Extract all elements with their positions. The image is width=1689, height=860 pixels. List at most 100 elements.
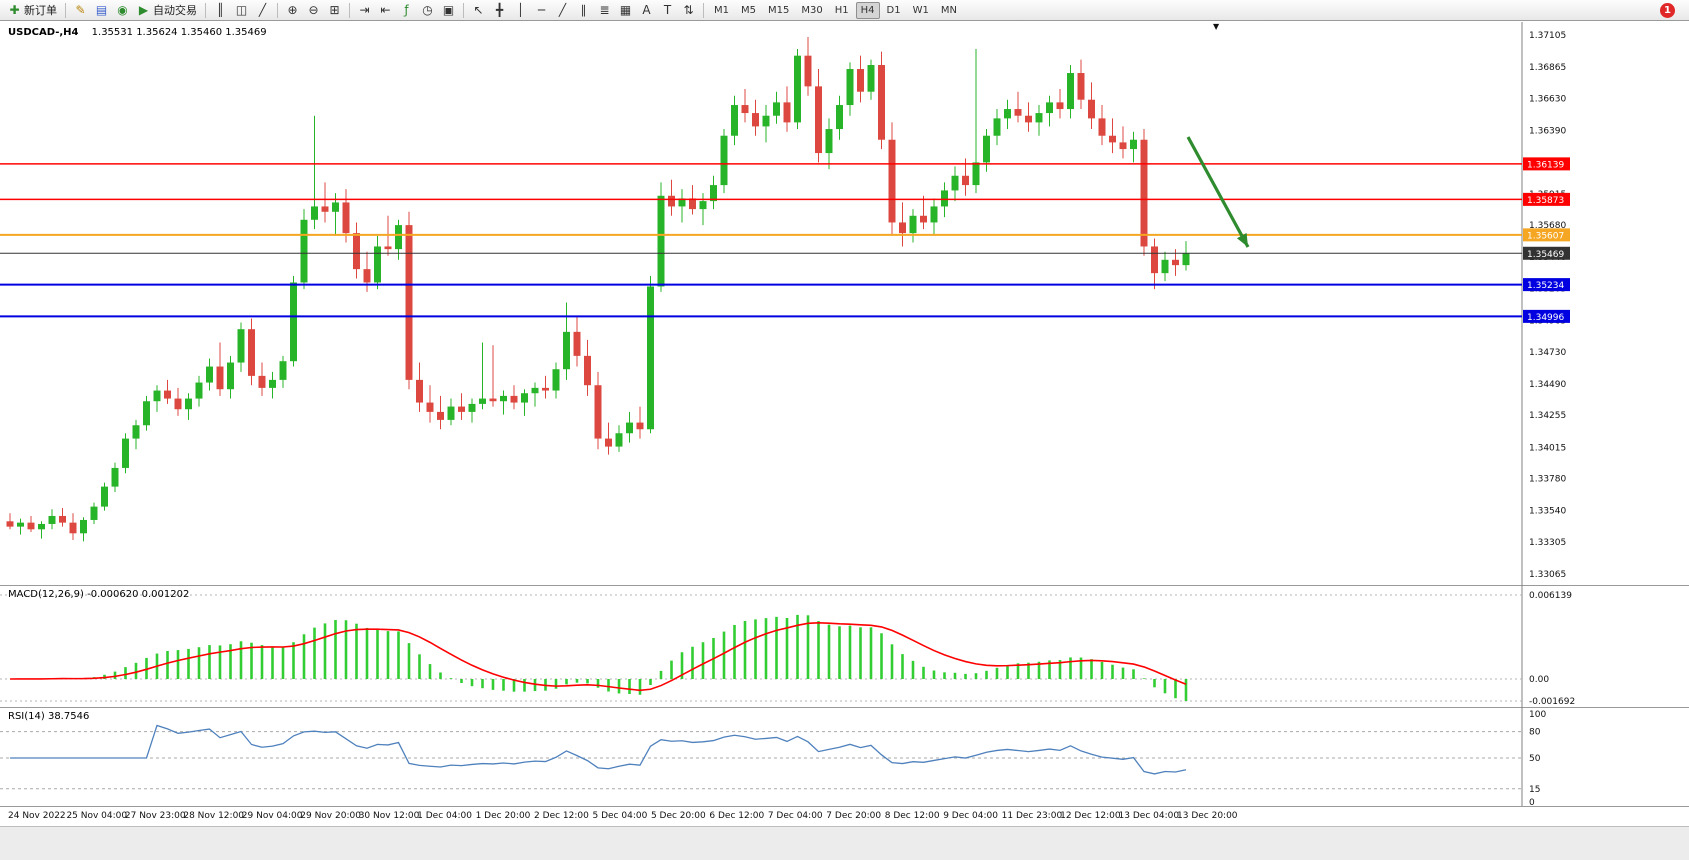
chart-shift-marker-icon[interactable]: ▼ — [1213, 22, 1220, 31]
candle-body — [164, 390, 171, 399]
toolbar-separator — [205, 2, 206, 18]
periods-button[interactable]: ◷ — [417, 0, 438, 20]
timeframe-m15-button[interactable]: M15 — [768, 4, 790, 16]
zoom-out-icon: ⊖ — [308, 3, 319, 17]
time-label: 12 Dec 12:00 — [1060, 811, 1121, 821]
macd-scale-label: 0.00 — [1529, 675, 1549, 685]
candle-body — [647, 286, 654, 430]
candle-body — [500, 395, 507, 402]
candlestick-chart-button[interactable]: ◫ — [231, 0, 252, 20]
crosshair-button[interactable]: ╋ — [489, 0, 510, 20]
templates-button[interactable]: ▣ — [438, 0, 459, 20]
time-label: 8 Dec 12:00 — [884, 811, 940, 821]
toolbar-separator — [65, 2, 66, 18]
candle-body — [594, 385, 602, 439]
time-label: 1 Dec 04:00 — [417, 811, 472, 821]
candle-body — [1088, 99, 1095, 119]
shapes-button[interactable]: ▦ — [615, 0, 636, 20]
candle-body — [741, 105, 749, 114]
price-tick-label: 1.37105 — [1529, 31, 1566, 41]
timeframe-h1-button[interactable]: H1 — [834, 4, 849, 16]
trendline-icon: ╱ — [558, 3, 567, 17]
arrow-annotation[interactable] — [1186, 136, 1250, 248]
candle-body — [804, 55, 812, 87]
candle-body — [888, 139, 896, 223]
candle-body — [489, 398, 497, 402]
zoom-out-button[interactable]: ⊖ — [303, 0, 324, 20]
auto-trading-button-label: 自动交易 — [153, 4, 197, 17]
price-tick-label: 1.34490 — [1529, 380, 1566, 390]
price-tick-label: 1.33540 — [1529, 507, 1566, 517]
notification-badge[interactable]: 1 — [1660, 3, 1675, 18]
candle-body — [1067, 73, 1074, 110]
vertical-line-button[interactable]: │ — [510, 0, 531, 20]
data-window-button[interactable]: ◉ — [112, 0, 133, 20]
timeframe-h4-button[interactable]: H4 — [855, 1, 880, 19]
candle-body — [59, 515, 66, 523]
candle-body — [353, 233, 360, 270]
price-line-badge-label: 1.35234 — [1527, 281, 1564, 291]
arrow-head-icon — [1236, 232, 1248, 247]
line-chart-button[interactable]: ╱ — [252, 0, 273, 20]
horizontal-line-button[interactable]: ─ — [531, 0, 552, 20]
timeframe-m5-button[interactable]: M5 — [741, 4, 756, 16]
time-axis: 24 Nov 2022 25 Nov 04:00 27 Nov 23:00 28 No… — [0, 806, 1689, 826]
auto-trading-button[interactable]: ▶ 自动交易 — [133, 0, 201, 20]
text-button[interactable]: A — [636, 0, 657, 20]
label-button[interactable]: T — [657, 0, 678, 20]
chart-shift-button[interactable]: ⇤ — [375, 0, 396, 20]
candle-body — [195, 382, 203, 399]
timeframe-mn-button[interactable]: MN — [940, 4, 957, 16]
price-tick-label: 1.33065 — [1529, 570, 1566, 580]
time-label: 2 Dec 12:00 — [534, 811, 589, 821]
main-chart[interactable]: 1.371051.368651.366301.363901.361551.359… — [0, 22, 1689, 585]
time-label: 11 Dec 23:00 — [1001, 811, 1063, 821]
candle-body — [416, 379, 423, 403]
candle-body — [909, 215, 917, 234]
trendline-button[interactable]: ╱ — [552, 0, 573, 20]
candle-body — [699, 201, 707, 210]
tile-windows-button[interactable]: ⊞ — [324, 0, 345, 20]
timeframe-m30-button[interactable]: M30 — [801, 4, 823, 16]
candle-body — [794, 55, 801, 123]
rsi-panel[interactable]: 100 80 50 15 0 — [0, 707, 1689, 806]
cursor-button[interactable]: ↖ — [468, 0, 489, 20]
candle-body — [773, 102, 780, 116]
channel-button[interactable]: ∥ — [573, 0, 594, 20]
metaeditor-icon: ✎ — [75, 3, 86, 17]
price-line-badge-label: 1.35873 — [1527, 196, 1564, 206]
price-line-badge-label: 1.35469 — [1527, 250, 1564, 260]
indicators-button[interactable]: ƒ — [396, 0, 417, 20]
bar-chart-button[interactable]: ║ — [210, 0, 231, 20]
time-label: 1 Dec 20:00 — [475, 811, 531, 821]
market-watch-button[interactable]: ▤ — [91, 0, 112, 20]
fibonacci-button[interactable]: ≣ — [594, 0, 615, 20]
line-chart-icon: ╱ — [258, 3, 267, 17]
timeframe-w1-button[interactable]: W1 — [912, 4, 929, 16]
time-label: 25 Nov 04:00 — [66, 811, 128, 821]
candle-body — [6, 521, 14, 527]
candle-body — [374, 246, 381, 283]
macd-panel[interactable]: 0.006139 0.00 -0.001692 — [0, 585, 1689, 707]
price-tick-label: 1.35680 — [1529, 221, 1566, 231]
timeframe-d1-button[interactable]: D1 — [886, 4, 901, 16]
price-tick-label: 1.33305 — [1529, 538, 1566, 548]
candle-body — [384, 246, 392, 250]
candle-body — [1119, 142, 1127, 150]
candle-body — [17, 522, 24, 527]
arrows-button[interactable]: ⇅ — [678, 0, 699, 20]
price-line-badge — [1523, 228, 1570, 242]
new-order-button[interactable]: ✚ 新订单 — [4, 0, 61, 20]
candle-body — [27, 522, 35, 530]
fibonacci-icon: ≣ — [599, 3, 610, 17]
candle-body — [941, 190, 948, 207]
auto-scroll-button[interactable]: ⇥ — [354, 0, 375, 20]
zoom-in-button[interactable]: ⊕ — [282, 0, 303, 20]
price-line-badge — [1523, 192, 1570, 206]
bar-chart-icon: ║ — [216, 3, 225, 17]
candle-body — [174, 398, 182, 410]
metaeditor-button[interactable]: ✎ — [70, 0, 91, 20]
candle-body — [269, 379, 276, 388]
timeframe-m1-button[interactable]: M1 — [714, 4, 729, 16]
